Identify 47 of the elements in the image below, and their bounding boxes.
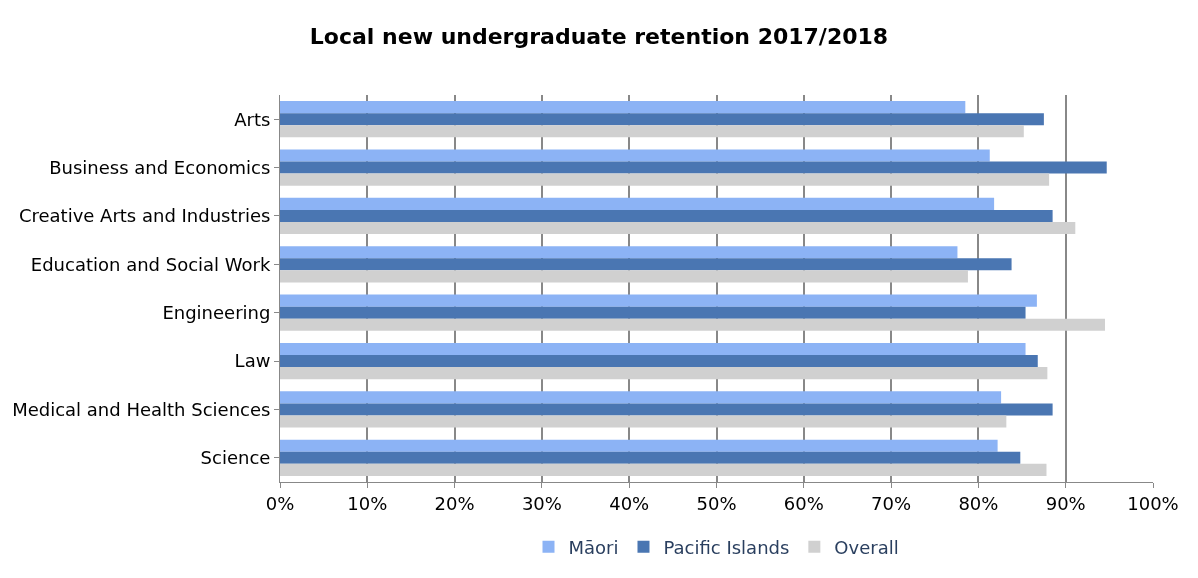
y-tick-label: Creative Arts and Industries [18, 205, 271, 227]
x-tick-label: 30% [521, 492, 562, 514]
bar [280, 306, 1026, 319]
y-tick-label: Science [200, 447, 271, 469]
x-tick-label: 0% [265, 492, 295, 514]
bar [280, 342, 1026, 356]
y-tick-label: Law [234, 350, 271, 372]
bar [280, 149, 990, 162]
y-tick-label: Medical and Health Sciences [12, 398, 271, 420]
bar [280, 125, 1024, 138]
bar [280, 113, 1044, 126]
bar [280, 258, 1012, 271]
bar [280, 221, 1076, 235]
bar [280, 415, 1007, 428]
bar [280, 439, 998, 452]
bar [280, 197, 995, 210]
bar [280, 209, 1053, 222]
bar [280, 161, 1107, 174]
bar [280, 101, 966, 114]
x-tick-label: 60% [783, 492, 824, 514]
legend-label: Overall [834, 536, 899, 558]
bar [280, 355, 1038, 368]
bar [280, 173, 1050, 186]
bar [280, 463, 1047, 476]
y-tick-label: Engineering [162, 301, 271, 323]
x-tick-label: 40% [609, 492, 650, 514]
bar [280, 318, 1105, 331]
bar [280, 270, 968, 283]
y-tick-label: Arts [234, 108, 271, 130]
x-tick-label: 80% [958, 492, 999, 514]
bar [280, 403, 1053, 416]
x-tick-label: 70% [871, 492, 912, 514]
x-tick-label: 10% [347, 492, 388, 514]
bar [280, 294, 1037, 307]
chart-title: Local new undergraduate retention 2017/2018 [309, 24, 889, 50]
y-tick-label: Business and Economics [49, 156, 271, 178]
x-tick-label: 20% [434, 492, 475, 514]
y-tick-label: Education and Social Work [30, 253, 271, 275]
x-tick-label: 90% [1045, 492, 1086, 514]
bar [280, 246, 958, 259]
legend-label: Māori [568, 536, 619, 558]
x-tick-label: 50% [696, 492, 737, 514]
bar [280, 451, 1021, 464]
x-tick-label: 100% [1127, 492, 1179, 514]
legend-label: Pacific Islands [663, 536, 790, 558]
bar [280, 367, 1048, 380]
bar [280, 391, 1002, 404]
